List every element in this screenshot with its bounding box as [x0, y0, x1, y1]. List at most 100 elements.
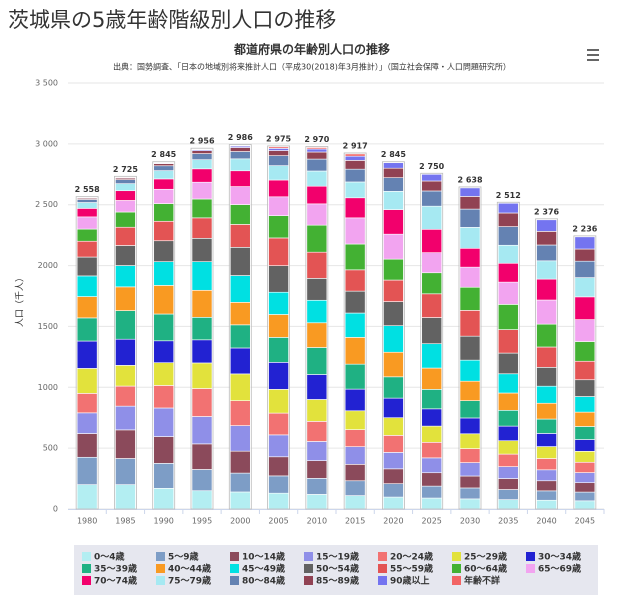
- legend-marker[interactable]: [452, 552, 461, 561]
- bar-segment[interactable]: [115, 365, 135, 386]
- bar-segment[interactable]: [115, 184, 135, 191]
- bar-segment[interactable]: [383, 210, 403, 235]
- bar-segment[interactable]: [115, 212, 135, 227]
- bar-segment[interactable]: [230, 159, 250, 171]
- bar-segment[interactable]: [422, 206, 442, 229]
- bar-segment[interactable]: [192, 340, 212, 363]
- bar-segment[interactable]: [269, 238, 289, 266]
- bar-segment[interactable]: [192, 363, 212, 389]
- bar-segment[interactable]: [77, 203, 97, 209]
- legend-marker[interactable]: [378, 576, 387, 585]
- bar-segment[interactable]: [575, 237, 595, 249]
- bar-segment[interactable]: [460, 188, 480, 197]
- bar-segment[interactable]: [498, 479, 518, 490]
- bar-segment[interactable]: [154, 164, 174, 166]
- bar-segment[interactable]: [345, 364, 365, 389]
- bar-segment[interactable]: [154, 285, 174, 314]
- bar-segment[interactable]: [460, 287, 480, 310]
- bar-segment[interactable]: [230, 247, 250, 275]
- bar-segment[interactable]: [269, 337, 289, 362]
- bar-segment[interactable]: [422, 294, 442, 318]
- bar-segment[interactable]: [154, 363, 174, 386]
- bar-segment[interactable]: [307, 494, 327, 509]
- bar-segment[interactable]: [115, 266, 135, 287]
- bar-segment[interactable]: [575, 473, 595, 483]
- bar-segment[interactable]: [383, 435, 403, 452]
- bar-segment[interactable]: [192, 491, 212, 509]
- legend-marker[interactable]: [156, 576, 165, 585]
- bar-segment[interactable]: [537, 231, 557, 245]
- legend-label[interactable]: 50～54歳: [316, 563, 359, 575]
- bar-segment[interactable]: [77, 276, 97, 297]
- bar-segment[interactable]: [154, 179, 174, 189]
- legend-marker[interactable]: [156, 552, 165, 561]
- bar-segment[interactable]: [269, 216, 289, 238]
- bar-segment[interactable]: [498, 490, 518, 500]
- bar-segment[interactable]: [307, 225, 327, 252]
- bar-segment[interactable]: [422, 473, 442, 486]
- bar-segment[interactable]: [154, 341, 174, 363]
- bar-segment[interactable]: [575, 361, 595, 380]
- bar-segment[interactable]: [77, 199, 97, 202]
- legend-marker[interactable]: [304, 564, 313, 573]
- bar-segment[interactable]: [345, 481, 365, 496]
- legend-label[interactable]: 15～19歳: [316, 551, 359, 563]
- bar-segment[interactable]: [115, 245, 135, 265]
- bar-segment[interactable]: [230, 348, 250, 374]
- bar-segment[interactable]: [537, 261, 557, 279]
- legend-label[interactable]: 10～14歳: [242, 551, 285, 563]
- legend-marker[interactable]: [452, 576, 461, 585]
- bar-segment[interactable]: [307, 152, 327, 159]
- bar-segment[interactable]: [154, 204, 174, 222]
- bar-segment[interactable]: [307, 347, 327, 374]
- bar-segment[interactable]: [307, 300, 327, 323]
- bar-segment[interactable]: [230, 426, 250, 452]
- bar-segment[interactable]: [115, 339, 135, 365]
- bar-segment[interactable]: [575, 380, 595, 397]
- bar-segment[interactable]: [115, 180, 135, 184]
- legend-label[interactable]: 65～69歳: [538, 563, 581, 575]
- legend-marker[interactable]: [378, 552, 387, 561]
- bar-segment[interactable]: [460, 463, 480, 476]
- bar-segment[interactable]: [115, 430, 135, 459]
- legend-label[interactable]: 20～24歳: [390, 551, 433, 563]
- bar-segment[interactable]: [154, 488, 174, 509]
- bar-segment[interactable]: [537, 220, 557, 232]
- bar-segment[interactable]: [537, 433, 557, 446]
- bar-segment[interactable]: [269, 197, 289, 216]
- bar-segment[interactable]: [230, 374, 250, 401]
- bar-segment[interactable]: [537, 367, 557, 386]
- bar-segment[interactable]: [575, 320, 595, 342]
- bar-segment[interactable]: [537, 245, 557, 261]
- bar-segment[interactable]: [307, 159, 327, 171]
- bar-segment[interactable]: [498, 454, 518, 467]
- bar-segment[interactable]: [537, 279, 557, 300]
- bar-segment[interactable]: [307, 278, 327, 300]
- bar-segment[interactable]: [269, 389, 289, 413]
- legend-label[interactable]: 60～64歳: [464, 563, 507, 575]
- bar-segment[interactable]: [230, 152, 250, 159]
- bar-segment[interactable]: [383, 377, 403, 398]
- bar-segment[interactable]: [192, 160, 212, 169]
- bar-segment[interactable]: [192, 444, 212, 470]
- bar-segment[interactable]: [537, 500, 557, 509]
- bar-segment[interactable]: [345, 198, 365, 218]
- legend-label[interactable]: 年齢不詳: [464, 575, 500, 587]
- bar-segment[interactable]: [345, 430, 365, 447]
- bar-segment[interactable]: [345, 496, 365, 509]
- bar-segment[interactable]: [230, 171, 250, 187]
- bar-segment[interactable]: [422, 368, 442, 389]
- bar-segment[interactable]: [192, 182, 212, 199]
- bar-segment[interactable]: [77, 217, 97, 229]
- bar-segment[interactable]: [383, 398, 403, 418]
- bar-segment[interactable]: [537, 324, 557, 347]
- bar-segment[interactable]: [537, 447, 557, 459]
- bar-segment[interactable]: [77, 257, 97, 276]
- bar-segment[interactable]: [230, 401, 250, 426]
- bar-segment[interactable]: [422, 426, 442, 442]
- bar-segment[interactable]: [422, 498, 442, 509]
- bar-segment[interactable]: [575, 297, 595, 320]
- bar-segment[interactable]: [307, 421, 327, 441]
- bar-segment[interactable]: [537, 491, 557, 500]
- legend-marker[interactable]: [378, 564, 387, 573]
